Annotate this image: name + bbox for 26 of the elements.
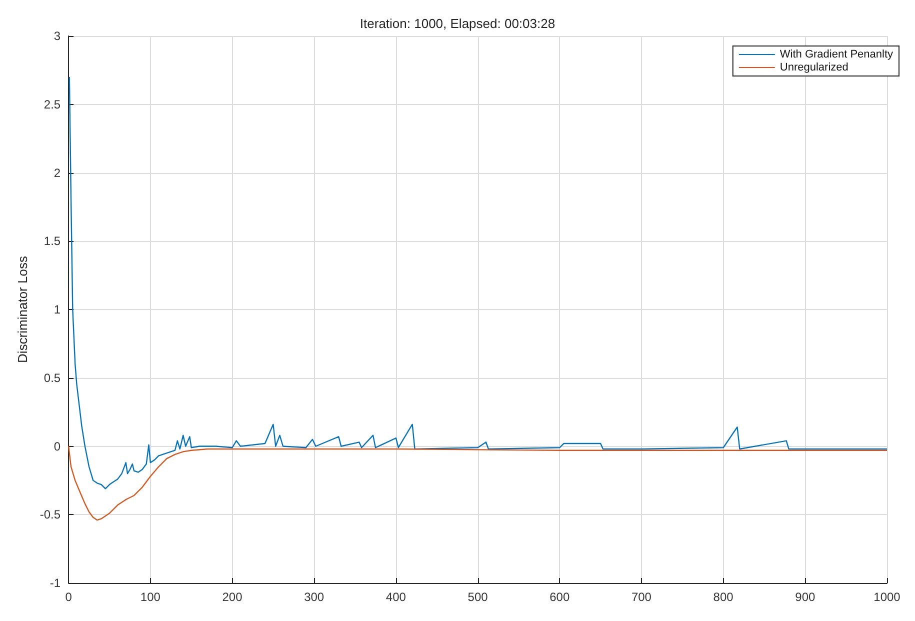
y-tick-label: 1 [54,302,61,316]
y-axis-title: Discriminator Loss [15,256,30,363]
y-tick-label: -0.5 [40,508,61,522]
x-tick-label: 300 [304,590,324,604]
line-series [68,76,888,490]
legend-label: Unregularized [780,62,848,74]
line-series [68,446,888,521]
y-tick-label: 0.5 [44,370,61,385]
x-tick-label: 1000 [874,590,901,604]
x-tick-label: 700 [631,590,652,604]
chart-title: Iteration: 1000, Elapsed: 00:03:28 [360,16,556,31]
x-tick-label: 600 [550,590,570,604]
x-tick-label: 200 [222,590,243,604]
y-tick-label: 2 [54,166,61,180]
x-tick-label: 0 [65,590,72,604]
y-tick-label: -1 [50,576,61,590]
y-tick-label: 3 [54,29,61,43]
x-tick-label: 900 [795,590,816,604]
y-tick-label: 1.5 [44,234,61,248]
legend-label: With Gradient Penanlty [780,48,894,60]
x-tick-label: 800 [713,590,734,604]
x-tick-label: 400 [386,590,406,604]
x-tick-label: 500 [468,590,488,604]
y-tick-label: 2.5 [44,97,61,112]
y-tick-label: 0 [54,439,61,454]
x-tick-label: 100 [140,590,161,604]
